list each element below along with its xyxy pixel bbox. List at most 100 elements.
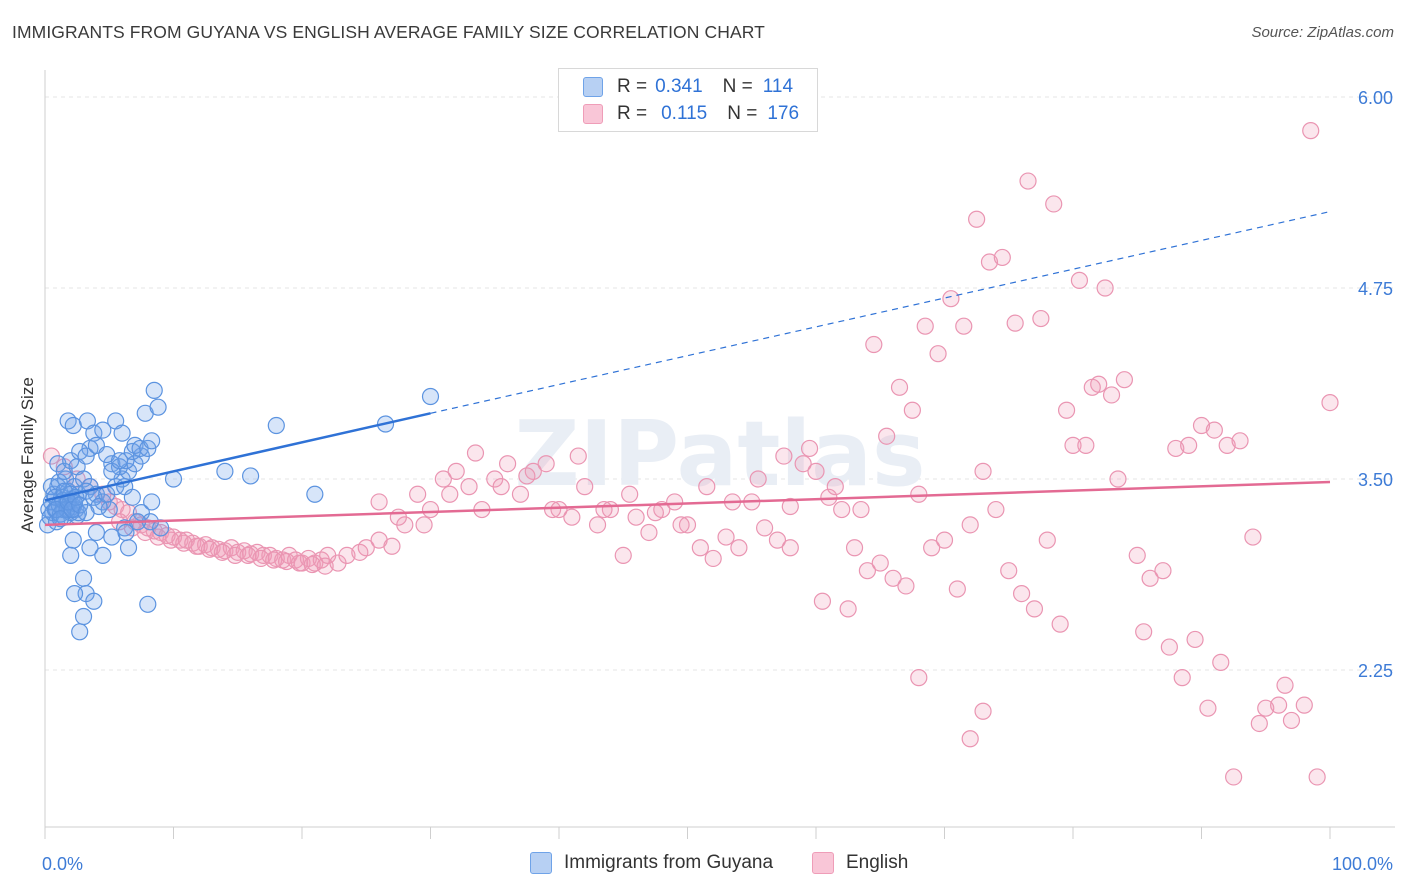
point-english — [1038, 531, 1056, 549]
point-english — [434, 470, 452, 488]
x-tick-label: 100.0% — [1332, 854, 1393, 874]
point-guyana — [94, 421, 112, 439]
point-english — [447, 462, 465, 480]
y-axis-label: Average Family Size — [18, 377, 37, 533]
point-guyana — [81, 539, 99, 557]
bottom-legend: Immigrants from Guyana English — [0, 852, 1406, 878]
point-english — [698, 478, 716, 496]
point-english — [460, 478, 478, 496]
point-english — [961, 516, 979, 534]
point-english — [691, 539, 709, 557]
point-english — [1128, 546, 1146, 565]
point-english — [357, 539, 375, 557]
point-english — [1083, 378, 1101, 396]
point-english — [1180, 436, 1198, 454]
point-english — [1160, 638, 1178, 656]
point-english — [884, 569, 902, 587]
point-english — [794, 455, 812, 473]
point-english — [948, 580, 966, 598]
point-english — [865, 335, 883, 354]
point-english — [1135, 623, 1153, 641]
y-tick-label: 6.00 — [1358, 88, 1393, 108]
point-english — [162, 531, 180, 549]
point-english — [833, 500, 851, 519]
point-guyana — [64, 531, 82, 549]
point-english — [935, 531, 954, 549]
point-english — [730, 539, 748, 557]
point-english — [1064, 436, 1082, 454]
watermark: ZIPatlas — [514, 402, 925, 507]
point-english — [1269, 696, 1288, 714]
point-english — [543, 500, 562, 519]
point-guyana — [71, 623, 89, 641]
point-guyana — [77, 504, 95, 522]
point-guyana — [421, 387, 440, 406]
point-english — [968, 210, 986, 228]
point-english — [755, 519, 774, 537]
point-english — [1295, 696, 1313, 714]
point-english — [775, 447, 793, 465]
point-english — [993, 248, 1011, 267]
point-english — [980, 253, 999, 271]
point-english — [537, 455, 555, 473]
point-english — [929, 345, 947, 363]
point-english — [1025, 600, 1044, 618]
point-english — [1032, 309, 1050, 328]
point-guyana — [62, 452, 80, 470]
point-english — [595, 500, 613, 519]
point-english — [466, 444, 485, 462]
bottom-legend-guyana: Immigrants from Guyana — [530, 852, 773, 874]
point-english — [1282, 711, 1301, 730]
point-guyana — [267, 416, 285, 435]
point-english — [1321, 394, 1339, 412]
point-guyana — [119, 539, 138, 557]
legend-r-label: R = — [617, 76, 648, 97]
point-english — [370, 493, 388, 511]
point-english — [492, 478, 510, 496]
legend-row-guyana: R = 0.341 N = 114 — [583, 75, 793, 99]
point-english — [1199, 699, 1217, 717]
point-guyana — [145, 381, 163, 399]
point-english — [666, 493, 684, 511]
point-guyana — [123, 488, 141, 506]
point-english — [239, 546, 257, 565]
point-guyana — [65, 584, 84, 603]
point-english — [961, 730, 979, 748]
point-english — [1218, 436, 1236, 454]
point-english — [1186, 630, 1204, 649]
point-guyana — [143, 493, 161, 511]
point-english — [569, 447, 587, 465]
point-english — [807, 462, 825, 480]
point-guyana — [117, 523, 135, 542]
point-english — [441, 485, 459, 503]
point-english — [627, 508, 645, 526]
point-english — [781, 497, 799, 516]
point-guyana — [216, 462, 234, 480]
legend-r-label: R = — [617, 103, 648, 124]
bottom-legend-swatch-blue — [530, 852, 552, 874]
y-tick-label: 2.25 — [1358, 661, 1393, 681]
point-english — [646, 504, 664, 522]
point-guyana — [74, 607, 93, 626]
point-english — [1173, 669, 1191, 687]
point-english — [200, 540, 219, 558]
point-english — [871, 554, 889, 572]
point-english — [1019, 172, 1037, 190]
point-english — [678, 516, 697, 534]
point-english — [826, 478, 844, 496]
point-english — [672, 516, 690, 534]
point-english — [717, 528, 735, 546]
point-english — [640, 523, 658, 542]
point-english — [588, 516, 607, 534]
point-english — [518, 467, 536, 485]
point-english — [987, 500, 1005, 519]
point-english — [1225, 768, 1243, 786]
point-english — [942, 290, 960, 308]
point-english — [421, 500, 440, 519]
legend-n-value: 176 — [767, 103, 800, 124]
point-english — [878, 427, 896, 445]
point-english — [1000, 562, 1018, 580]
point-english — [188, 537, 206, 555]
point-english — [768, 531, 787, 549]
y-tick-label: 3.50 — [1358, 470, 1393, 490]
